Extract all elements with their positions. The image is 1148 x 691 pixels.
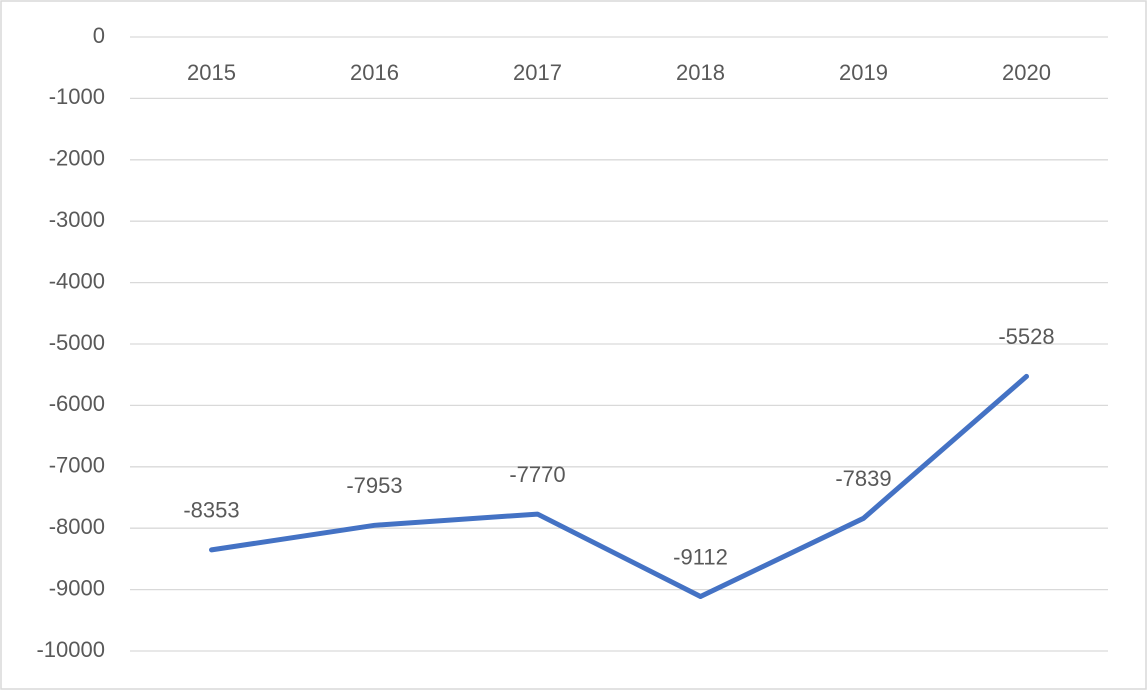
data-label: -9112 [673,544,728,569]
data-label: -8353 [183,498,239,523]
line-series [209,373,1029,599]
x-tick-label: 2018 [676,60,725,85]
x-tick-label: 2017 [513,60,562,85]
y-tick-label: -4000 [49,268,105,293]
data-label: -7770 [509,462,565,487]
data-label: -7839 [835,466,891,491]
data-label: -5528 [998,324,1054,349]
y-tick-label: -1000 [49,84,105,109]
y-tick-label: 0 [93,23,105,48]
y-tick-label: -7000 [49,453,105,478]
x-tick-label: 2015 [187,60,236,85]
x-tick-label: 2020 [1002,60,1051,85]
y-tick-label: -6000 [49,391,105,416]
y-tick-label: -3000 [49,207,105,232]
y-tick-label: -9000 [49,575,105,600]
y-tick-label: -5000 [49,330,105,355]
y-tick-label: -2000 [49,146,105,171]
data-label: -7953 [346,473,402,498]
y-tick-label: -8000 [49,514,105,539]
x-tick-label: 2019 [839,60,888,85]
x-tick-label: 2016 [350,60,399,85]
y-tick-label: -10000 [36,637,105,662]
